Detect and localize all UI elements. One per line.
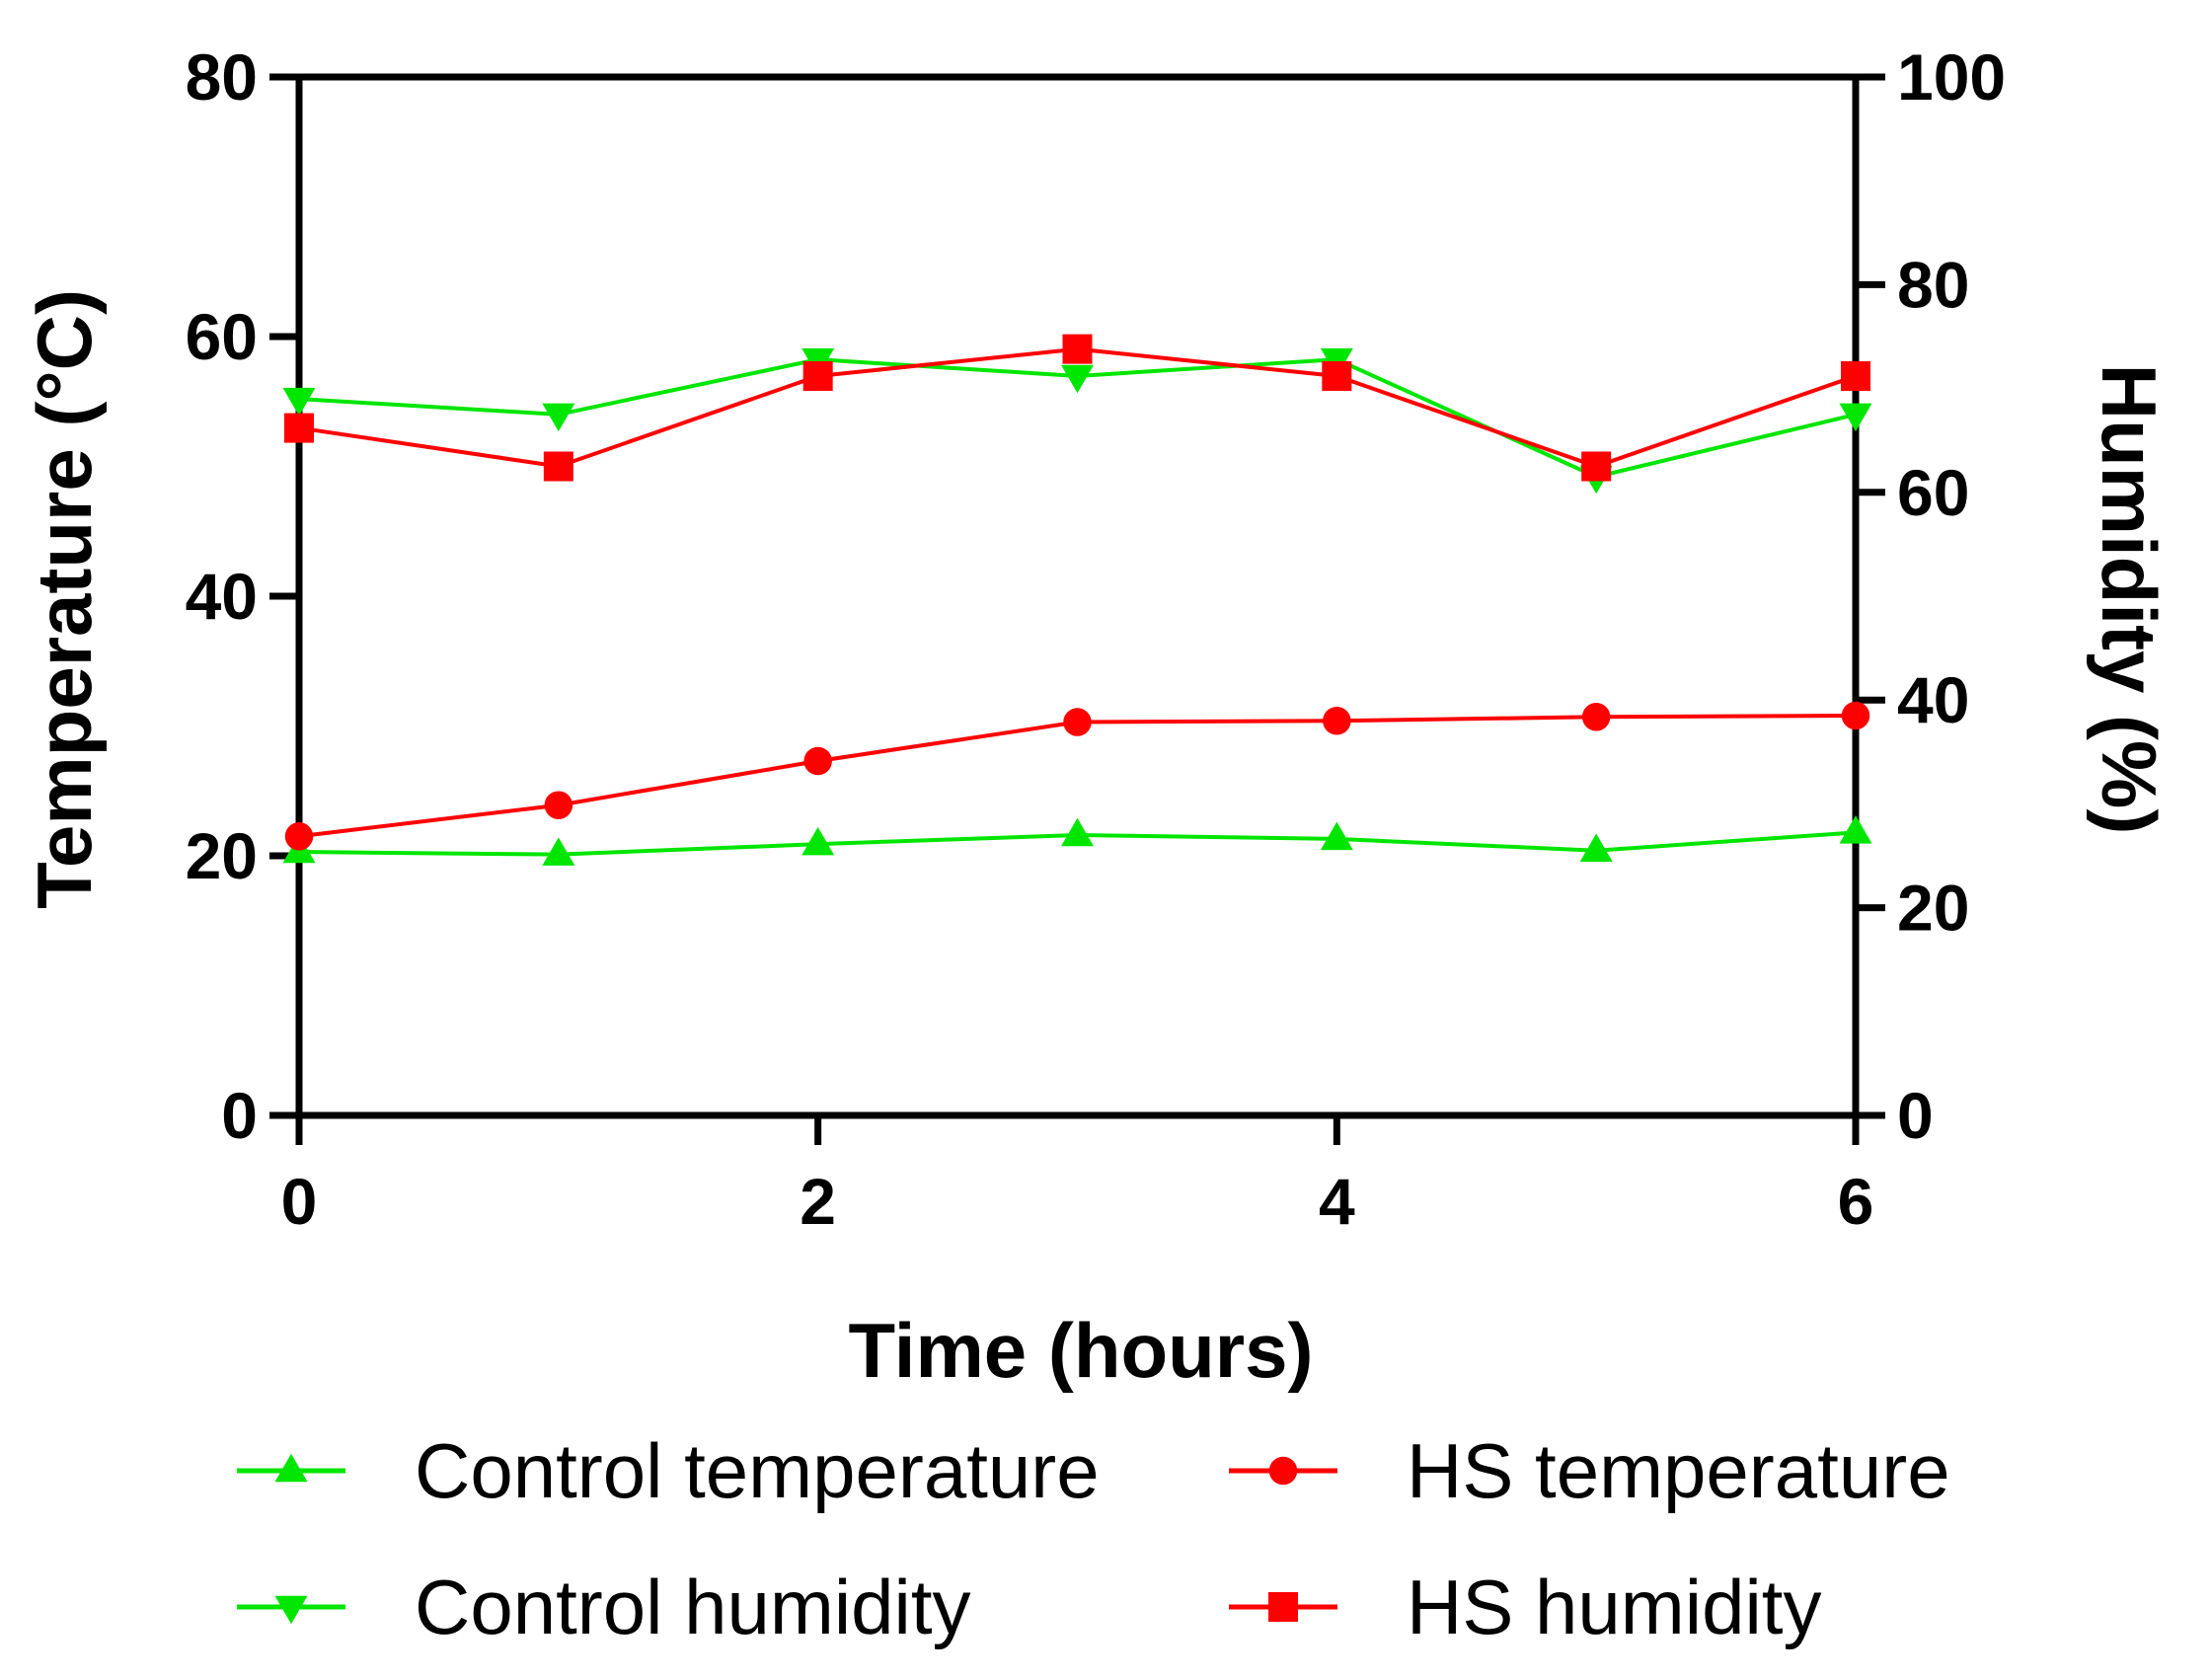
data-point <box>1322 360 1352 391</box>
data-point <box>542 403 575 432</box>
legend-marker <box>274 1453 308 1483</box>
data-point <box>544 791 573 819</box>
x-tick-label: 0 <box>281 1165 318 1238</box>
series-control-humidity <box>282 347 1872 495</box>
y-tick-label-left: 80 <box>186 40 258 114</box>
y-tick-label-right: 100 <box>1897 40 2006 114</box>
legend-item: Control temperature <box>237 1427 1100 1514</box>
y-tick-label-right: 80 <box>1897 248 1969 321</box>
data-point <box>542 837 575 866</box>
data-point <box>1320 821 1353 851</box>
y-tick-label-right: 0 <box>1897 1079 1934 1152</box>
data-point <box>1323 706 1351 735</box>
legend-label: Control humidity <box>415 1564 971 1650</box>
legend-marker <box>1268 1456 1298 1486</box>
data-point <box>282 387 316 417</box>
y-axis-title-left: Temperature (°C) <box>21 289 108 909</box>
data-point <box>1063 708 1092 736</box>
axes: 0 20 40 60 80 0 20 40 60 80 100 0 2 4 6 <box>186 40 2007 1238</box>
x-axis-title: Time (hours) <box>849 1307 1314 1394</box>
y-tick-label-left: 0 <box>221 1079 258 1152</box>
data-point <box>1841 360 1870 391</box>
data-point <box>801 826 835 856</box>
data-point <box>803 746 832 776</box>
y-tick-label-right: 20 <box>1897 872 1969 945</box>
legend-marker <box>1268 1592 1298 1622</box>
data-point <box>1579 833 1613 862</box>
legend-item: HS temperature <box>1229 1427 1950 1514</box>
data-point <box>284 822 314 851</box>
data-point <box>543 451 573 482</box>
legend-item: Control humidity <box>237 1564 971 1650</box>
legend-label: HS humidity <box>1407 1564 1821 1650</box>
data-point <box>1839 403 1872 432</box>
y-axis-title-right: Humidity (%) <box>2086 364 2173 835</box>
y-tick-label-right: 60 <box>1897 456 1969 529</box>
data-point <box>284 413 314 443</box>
data-point <box>1839 815 1872 844</box>
legend-marker <box>274 1595 308 1625</box>
data-point <box>1841 701 1870 730</box>
legend-item: HS humidity <box>1229 1564 1821 1650</box>
legend-label: Control temperature <box>415 1427 1100 1514</box>
series-hs-temperature <box>284 701 1870 851</box>
y-tick-label-left: 20 <box>186 819 258 892</box>
data-point <box>1581 703 1611 731</box>
series-group <box>282 334 1872 866</box>
data-point <box>1062 334 1093 364</box>
legend: Control temperature HS temperature Control… <box>237 1427 1950 1650</box>
x-tick-label: 2 <box>800 1165 836 1238</box>
data-point <box>802 360 833 391</box>
y-tick-label-left: 40 <box>186 560 258 633</box>
y-tick-label-right: 40 <box>1897 663 1969 736</box>
y-tick-label-left: 60 <box>186 300 258 373</box>
data-point <box>1581 451 1612 482</box>
legend-label: HS temperature <box>1407 1427 1950 1514</box>
series-hs-humidity <box>284 334 1870 482</box>
x-tick-label: 4 <box>1319 1165 1355 1238</box>
data-point <box>1061 364 1094 394</box>
x-tick-label: 6 <box>1838 1165 1874 1238</box>
data-point <box>1061 817 1094 847</box>
series-control-temperature <box>282 815 1872 866</box>
